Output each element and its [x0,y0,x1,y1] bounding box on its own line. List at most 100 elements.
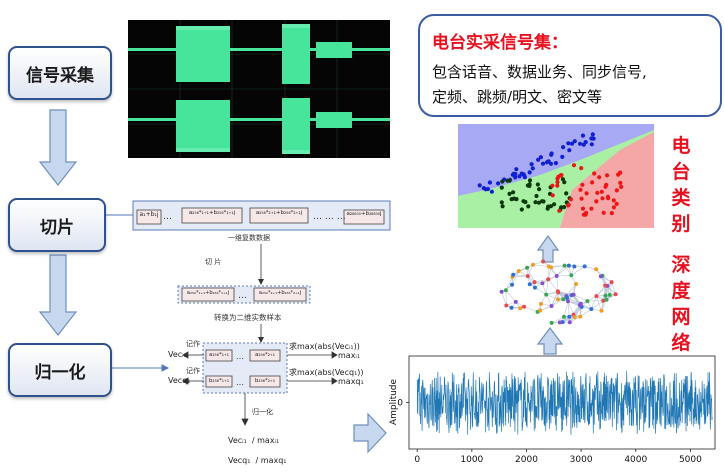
scatter-point [511,171,516,176]
scatter-point [527,178,533,183]
scatter-point [597,175,602,180]
scatter-point [525,183,531,188]
svg-text:… … …: … … … [313,212,346,222]
vec-i: Vecᵢ₁ [168,350,187,359]
deep-network-label: 深度网络 [671,254,691,354]
up-arrow-icon [536,234,560,263]
scatter-point [553,161,559,166]
network-node [566,299,570,304]
label-q: 记作 [186,367,200,375]
max-q: maxq₁ [338,377,364,386]
scatter-point [507,178,512,183]
network-node [562,263,567,268]
scatter-point [555,183,560,188]
scatter-point [536,157,541,162]
step-signal-collection: 信号采集 [8,46,112,100]
scatter-point [533,200,538,205]
vec-q: Vecq₁ [168,376,191,385]
network-node [544,292,549,297]
network-node [571,312,576,317]
network-node [565,295,570,300]
scatter-point [601,210,606,215]
svg-text:…: … [236,378,244,387]
scatter-point [580,182,585,187]
scatter-point [549,152,554,157]
scatter-point [600,196,605,201]
sample-cell-2: a₂₅₆*₂₊₁+b₂₅₆*₂₊₁j [258,290,302,296]
scatter-point [541,199,546,204]
scatter-point [535,182,541,187]
scatter-point [548,204,554,209]
scatter-point [513,171,518,177]
max-i-text: 求max(abs(Vecᵢ₁)) [289,342,360,351]
network-node [556,290,561,295]
scatter-point [595,190,600,195]
x-tick-label: 3000 [570,455,593,465]
step-slicing-label: 切片 [40,217,74,238]
max-q-text: 求max(abs(Vecq₁)) [289,368,364,377]
scatter-point [552,202,557,207]
scatter-point [567,196,572,201]
cell-a1: a₂₅₆*₁₊₁ [208,352,230,358]
network-node [589,307,594,311]
dataset-line-2: 定频、跳频/明文、密文等 [432,88,603,106]
scatter-point [547,191,553,196]
network-node [557,320,562,325]
right-arrow-icon [353,412,387,454]
svg-text:…: … [163,212,172,222]
x-tick-label: 5000 [679,455,702,465]
norm-label: 归一化 [252,408,273,416]
scatter-point [560,177,566,182]
network-node [540,281,545,286]
network-node [567,314,572,319]
waveform-channel-q [128,98,390,154]
network-node [499,289,504,294]
label-i: 记作 [186,340,200,348]
scatter-point [555,180,560,185]
network-node [594,267,599,272]
scatter-point [550,183,555,188]
scatter-point [579,196,584,201]
dataset-line-1: 包含话音、数据业务、同步信号, [432,63,647,81]
scatter-point [481,186,486,191]
network-node [518,306,523,311]
network-node [607,292,612,297]
scatter-point [592,171,597,176]
scatter-point [536,200,542,205]
scatter-point [584,191,589,196]
scatter-point [603,184,608,189]
scatter-point [572,139,577,144]
network-node [569,293,574,298]
scatter-point [618,180,623,185]
scatter-point [546,204,551,209]
network-node [578,314,583,319]
network-node [538,308,543,313]
scatter-point [557,208,562,213]
scatter-point [521,199,526,204]
scatter-point [477,183,482,188]
scatter-point [507,191,512,196]
network-node [585,299,590,304]
scatter-point [581,142,586,147]
dataset-title: 电台实采信号集： [432,33,568,53]
scatter-point [590,180,595,185]
network-node [560,320,565,325]
network-node [582,264,587,269]
scatter-point [487,180,492,185]
scatter-point [611,205,617,210]
network-node [555,289,560,294]
scatter-point [549,151,554,156]
scatter-point [599,189,604,194]
scatter-point [605,173,610,178]
amplitude-series-line [416,370,713,435]
scatter-point [594,199,599,204]
scatter-point [540,161,546,166]
network-node [601,298,606,303]
scatter-point [559,173,564,178]
network-node [531,262,535,267]
network-node [564,294,569,298]
network-node [541,259,546,264]
network-node [527,282,532,287]
x-tick-label: 0 [414,455,420,465]
scatter-point [560,154,565,159]
